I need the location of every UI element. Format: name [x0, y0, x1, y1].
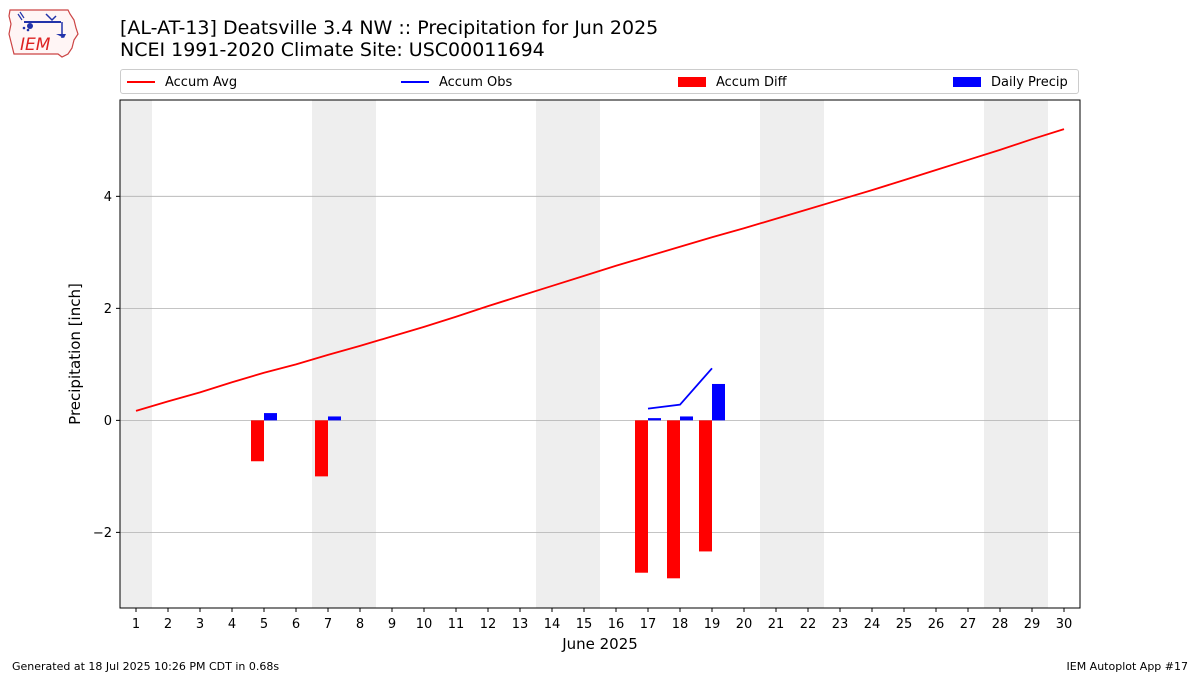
weekend-band-4: [984, 100, 1048, 608]
x-tick-label: 1: [132, 617, 140, 632]
legend-swatch: [127, 81, 155, 83]
logo-text: IEM: [20, 35, 51, 55]
generated-timestamp: Generated at 18 Jul 2025 10:26 PM CDT in…: [12, 660, 280, 673]
x-tick-label: 29: [1024, 617, 1041, 632]
x-tick-label: 21: [768, 617, 785, 632]
daily-precip-bar: [712, 383, 725, 421]
accum-obs-line: [647, 367, 713, 410]
legend-item-accum-obs: Accum Obs: [401, 73, 512, 91]
daily-precip-bar: [328, 416, 341, 421]
x-tick-label: 9: [388, 617, 396, 632]
y-tick-label: −2: [93, 526, 112, 541]
x-tick-label: 4: [228, 617, 236, 632]
app-credit: IEM Autoplot App #17: [1066, 660, 1189, 673]
accum-diff-bar: [667, 420, 680, 579]
x-tick-label: 13: [512, 617, 529, 632]
legend-swatch: [953, 77, 981, 87]
chart-subtitle: NCEI 1991-2020 Climate Site: USC00011694: [120, 39, 545, 61]
x-tick-label: 23: [832, 617, 849, 632]
x-tick-label: 19: [704, 617, 721, 632]
x-tick-label: 20: [736, 617, 753, 632]
x-tick-label: 26: [928, 617, 945, 632]
y-tick-label: 0: [104, 414, 112, 429]
x-tick-label: 7: [324, 617, 332, 632]
legend-label: Accum Diff: [716, 74, 787, 90]
x-tick-label: 14: [544, 617, 561, 632]
legend-item-accum-avg: Accum Avg: [127, 73, 237, 91]
legend-label: Accum Obs: [439, 74, 513, 90]
accum-diff-bar: [251, 420, 264, 462]
chart-title: [AL-AT-13] Deatsville 3.4 NW :: Precipit…: [120, 17, 659, 39]
x-tick-label: 6: [292, 617, 300, 632]
accum-diff-bar: [635, 420, 648, 573]
x-tick-label: 8: [356, 617, 364, 632]
x-tick-label: 10: [416, 617, 433, 632]
iem-logo: IEM: [8, 9, 79, 58]
y-tick-label: 2: [104, 302, 112, 317]
daily-precip-bar: [264, 413, 277, 421]
x-tick-label: 2: [164, 617, 172, 632]
plot-frame: [119, 99, 1081, 609]
x-tick-label: 27: [960, 617, 977, 632]
x-tick-label: 12: [480, 617, 497, 632]
x-tick-label: 11: [448, 617, 465, 632]
x-tick-label: 15: [576, 617, 593, 632]
legend-swatch: [401, 81, 429, 83]
x-tick-label: 16: [608, 617, 625, 632]
legend-item-daily-precip: Daily Precip: [953, 73, 1068, 91]
legend-label: Accum Avg: [165, 74, 238, 90]
weekend-band-1: [312, 100, 376, 608]
y-axis-label: Precipitation [inch]: [66, 283, 84, 425]
x-tick-label: 5: [260, 617, 268, 632]
x-tick-label: 24: [864, 617, 881, 632]
x-tick-label: 28: [992, 617, 1009, 632]
daily-precip-bar: [648, 418, 661, 421]
y-tick-label: 4: [104, 190, 112, 205]
legend-swatch: [678, 77, 706, 87]
x-tick-label: 3: [196, 617, 204, 632]
x-tick-label: 25: [896, 617, 913, 632]
x-tick-label: 30: [1056, 617, 1073, 632]
iem-iowa-logo-icon: [8, 9, 79, 58]
x-tick-label: 17: [640, 617, 657, 632]
x-axis-label: June 2025: [561, 635, 638, 653]
legend-label: Daily Precip: [991, 74, 1068, 90]
accum-avg-line: [135, 128, 1065, 412]
weekend-band-0: [120, 100, 152, 608]
weekend-band-3: [760, 100, 824, 608]
accum-diff-bar: [699, 420, 712, 552]
weekend-band-2: [536, 100, 600, 608]
legend-item-accum-diff: Accum Diff: [678, 73, 787, 91]
daily-precip-bar: [680, 416, 693, 421]
x-tick-label: 18: [672, 617, 689, 632]
chart-legend: Accum Avg Accum Obs Accum Diff Daily Precip: [120, 69, 1079, 94]
x-tick-label: 22: [800, 617, 817, 632]
accum-diff-bar: [315, 420, 328, 477]
